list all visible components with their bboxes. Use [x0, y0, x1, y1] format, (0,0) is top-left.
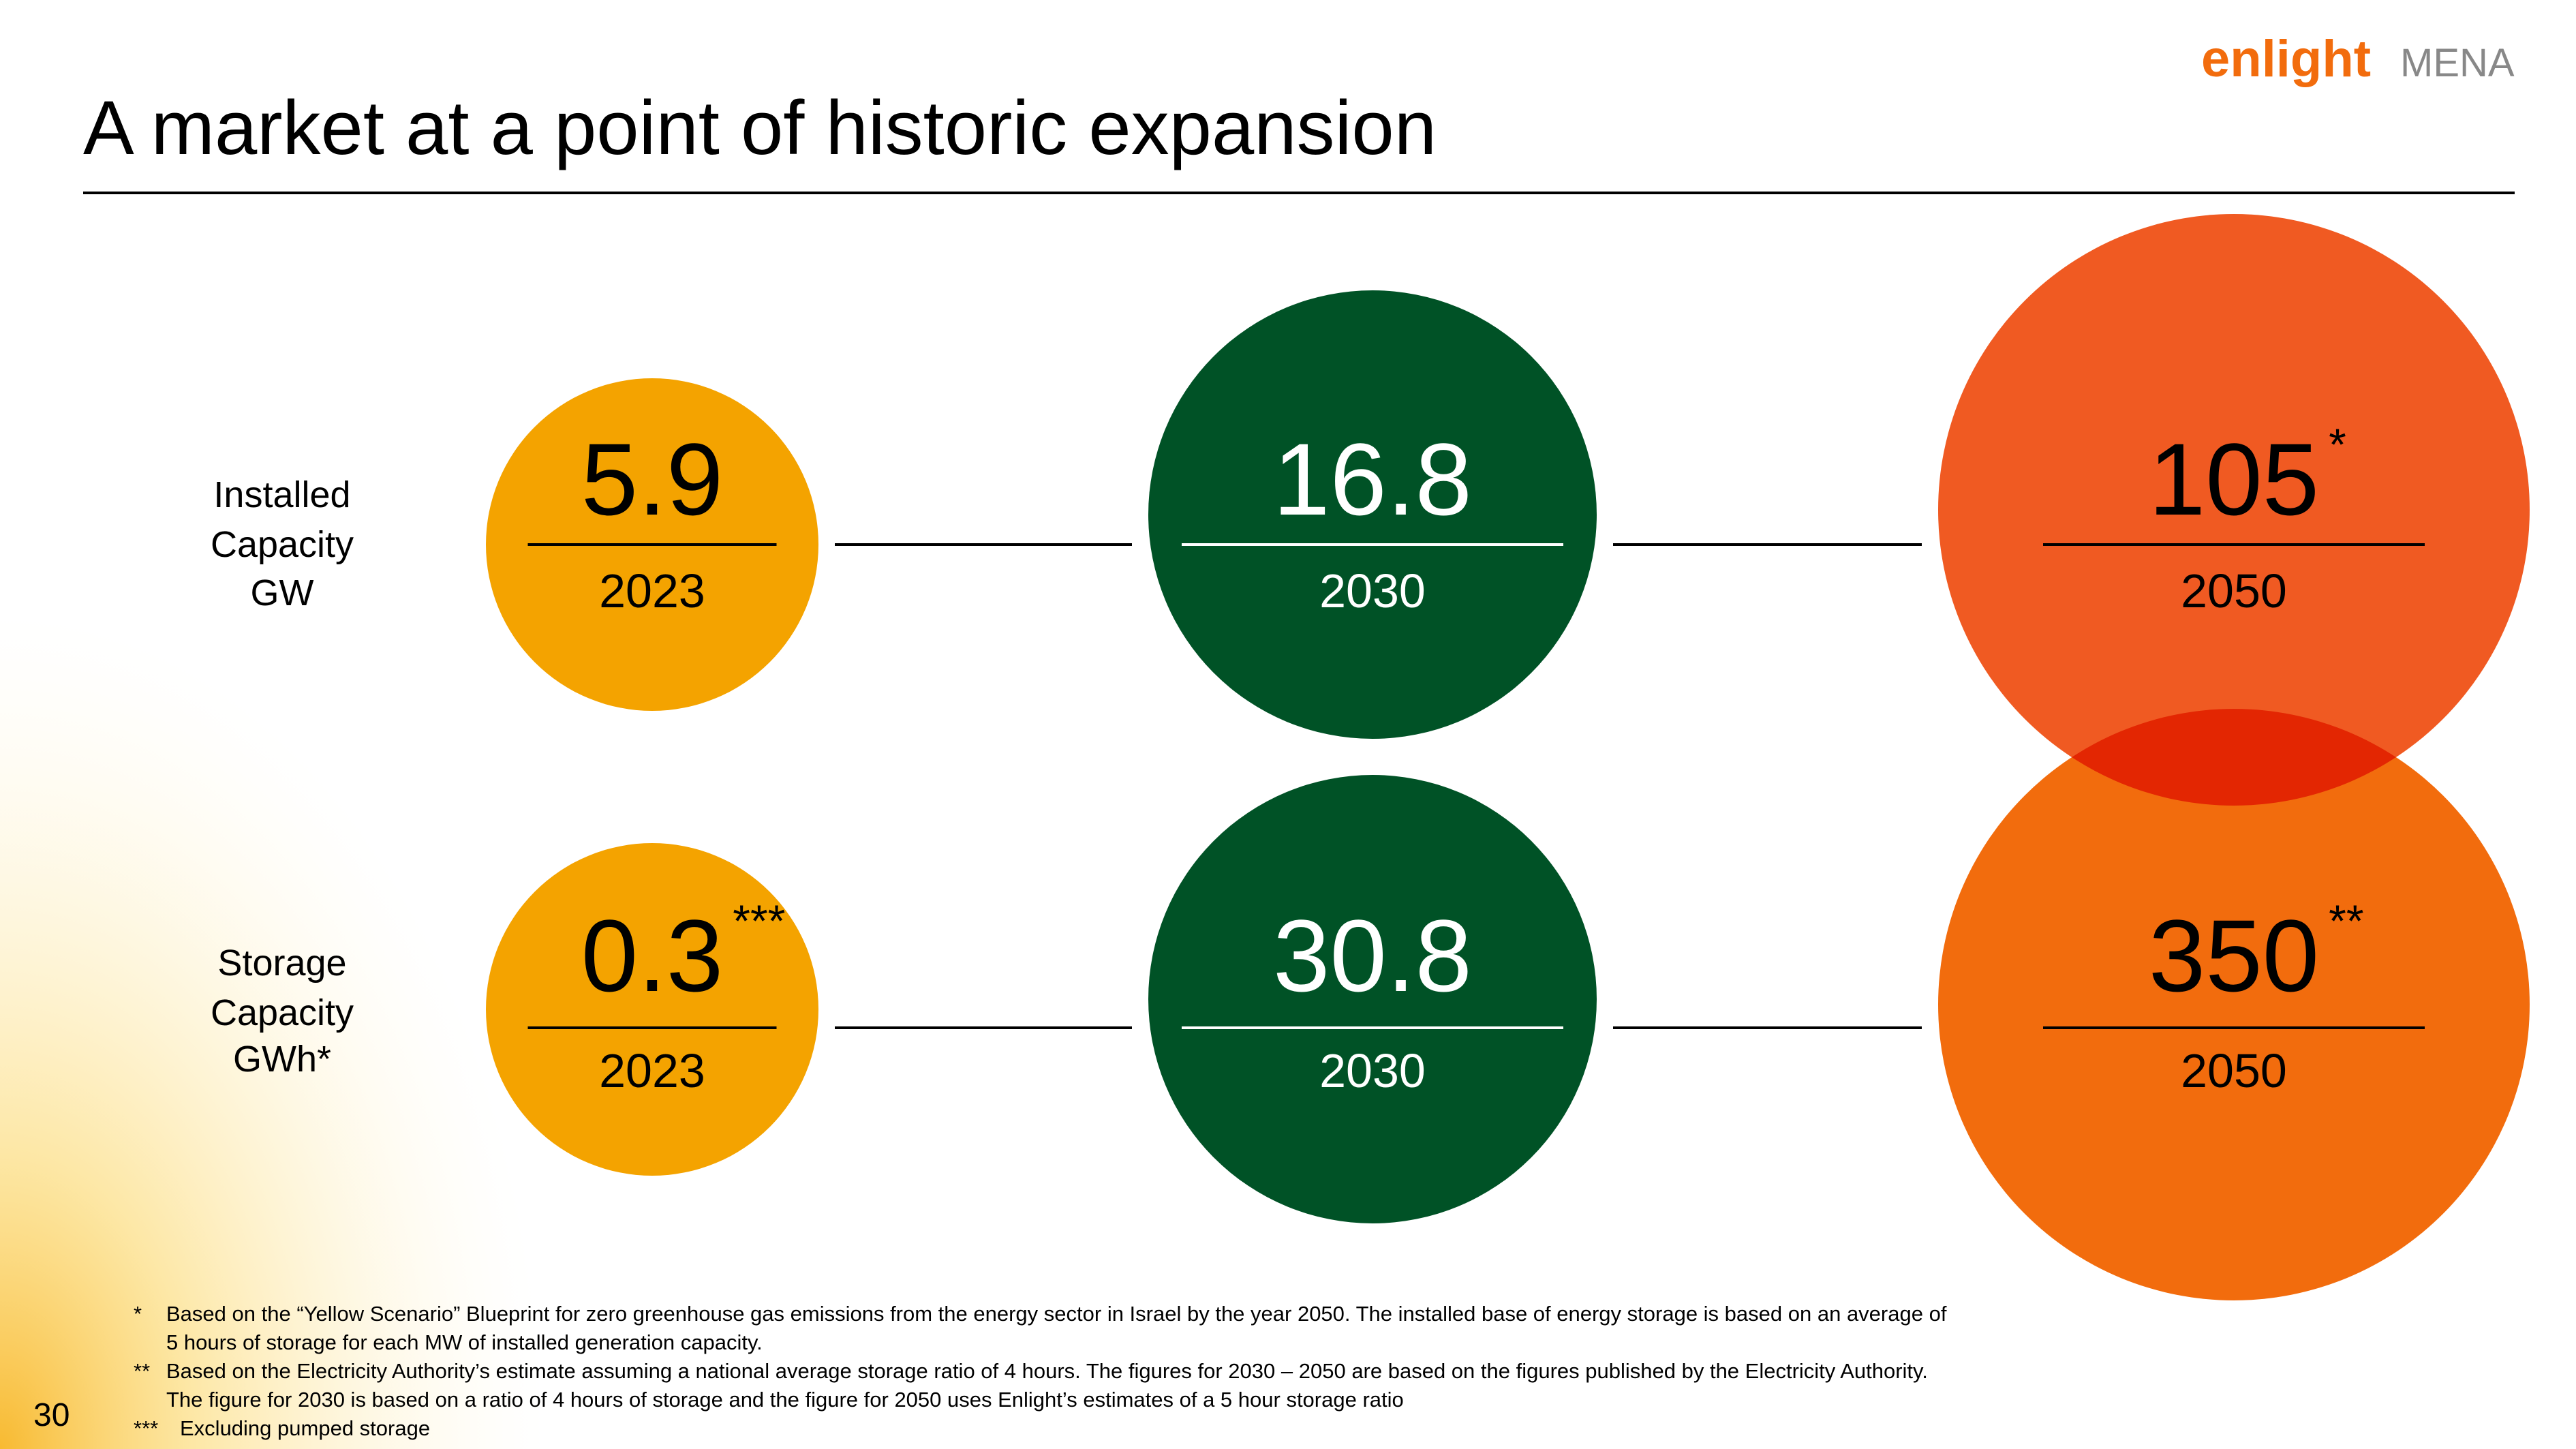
value-circle — [1148, 290, 1597, 739]
footnote-line: Excluding pumped storage — [180, 1416, 430, 1440]
cell-year: 2030 — [1319, 564, 1426, 617]
row-label: Capacity — [211, 992, 354, 1033]
cell-value: 5.9 — [581, 422, 724, 536]
cell-year: 2023 — [599, 564, 705, 617]
value-circle — [1938, 709, 2530, 1300]
cell-value: 16.8 — [1273, 422, 1472, 536]
brand-region: MENA — [2400, 41, 2515, 85]
footnote-line: Based on the “Yellow Scenario” Blueprint… — [166, 1302, 1947, 1326]
cell-note: * — [2329, 419, 2346, 470]
footnote-line: 5 hours of storage for each MW of instal… — [166, 1330, 763, 1354]
slide-title: A market at a point of historic expansio… — [83, 85, 1437, 170]
cell-note: *** — [733, 896, 785, 946]
sun-background — [0, 613, 545, 1449]
row-label: Installed — [213, 474, 350, 515]
cell-value: 350 — [2149, 898, 2319, 1013]
cell-value: 105 — [2149, 422, 2319, 536]
row-label: GW — [251, 573, 314, 613]
cell-value: 0.3 — [581, 898, 724, 1013]
row-label: GWh* — [233, 1039, 331, 1080]
cell-year: 2030 — [1319, 1044, 1426, 1097]
page-number: 30 — [33, 1397, 70, 1433]
value-circle — [1938, 214, 2530, 806]
cell-value: 30.8 — [1273, 898, 1472, 1013]
value-circle — [486, 843, 818, 1176]
value-circle — [1148, 775, 1597, 1223]
footnote-marker: ** — [134, 1359, 150, 1383]
footnote-marker: *** — [134, 1416, 158, 1440]
cell-year: 2050 — [2181, 564, 2287, 617]
cell-year: 2050 — [2181, 1044, 2287, 1097]
cell-note: ** — [2329, 896, 2363, 946]
footnote-line: Based on the Electricity Authority’s est… — [166, 1359, 1928, 1383]
footnote-marker: * — [134, 1302, 142, 1326]
cell-year: 2023 — [599, 1044, 705, 1097]
row-label: Storage — [217, 943, 346, 983]
brand-logo: enlight — [2201, 30, 2371, 88]
footnote-line: The figure for 2030 is based on a ratio … — [166, 1388, 1404, 1412]
row-label: Capacity — [211, 524, 354, 565]
